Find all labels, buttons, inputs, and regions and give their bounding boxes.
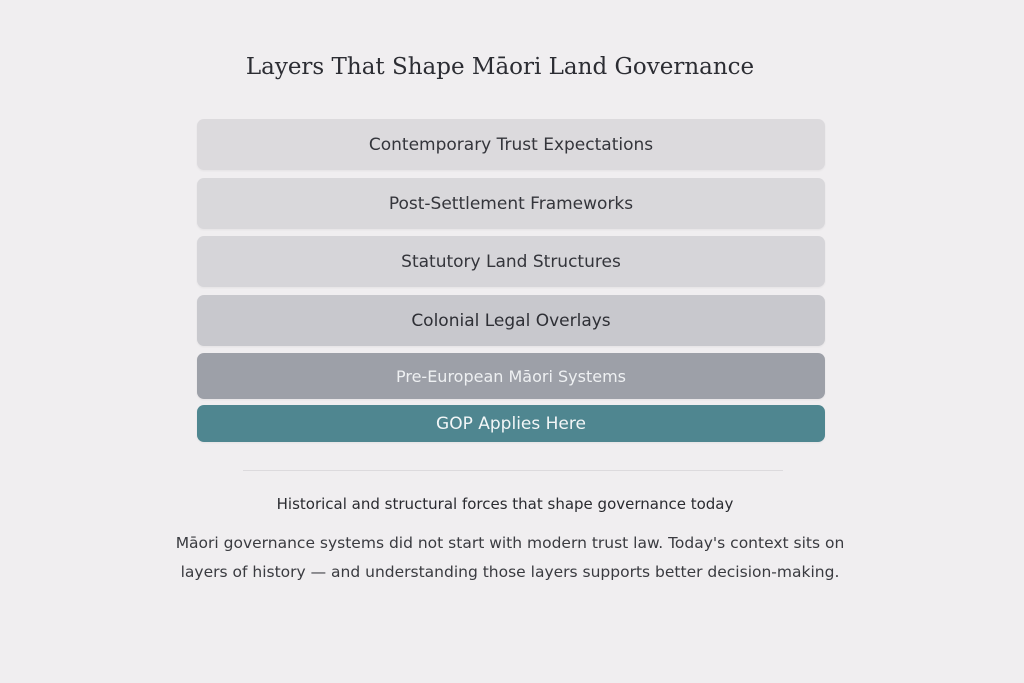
layer-gop-applies-here: GOP Applies Here	[197, 405, 825, 442]
layer-statutory-land-structures: Statutory Land Structures	[197, 236, 825, 287]
layer-label: Statutory Land Structures	[401, 251, 621, 272]
layer-colonial-legal-overlays: Colonial Legal Overlays	[197, 295, 825, 346]
subtitle: Historical and structural forces that sh…	[276, 495, 734, 513]
layer-pre-european-maori-systems: Pre-European Māori Systems	[197, 353, 825, 399]
layer-post-settlement-frameworks: Post-Settlement Frameworks	[197, 178, 825, 229]
description-paragraph: Māori governance systems did not start w…	[175, 534, 845, 581]
layer-contemporary-trust-expectations: Contemporary Trust Expectations	[197, 119, 825, 170]
layer-label: Contemporary Trust Expectations	[368, 134, 654, 155]
layer-label: GOP Applies Here	[436, 413, 586, 434]
divider	[243, 470, 783, 471]
page-title: Layers That Shape Māori Land Governance	[245, 54, 755, 80]
layer-label: Pre-European Māori Systems	[395, 366, 626, 386]
layer-label: Post-Settlement Frameworks	[388, 193, 634, 214]
layer-label: Colonial Legal Overlays	[411, 310, 611, 331]
